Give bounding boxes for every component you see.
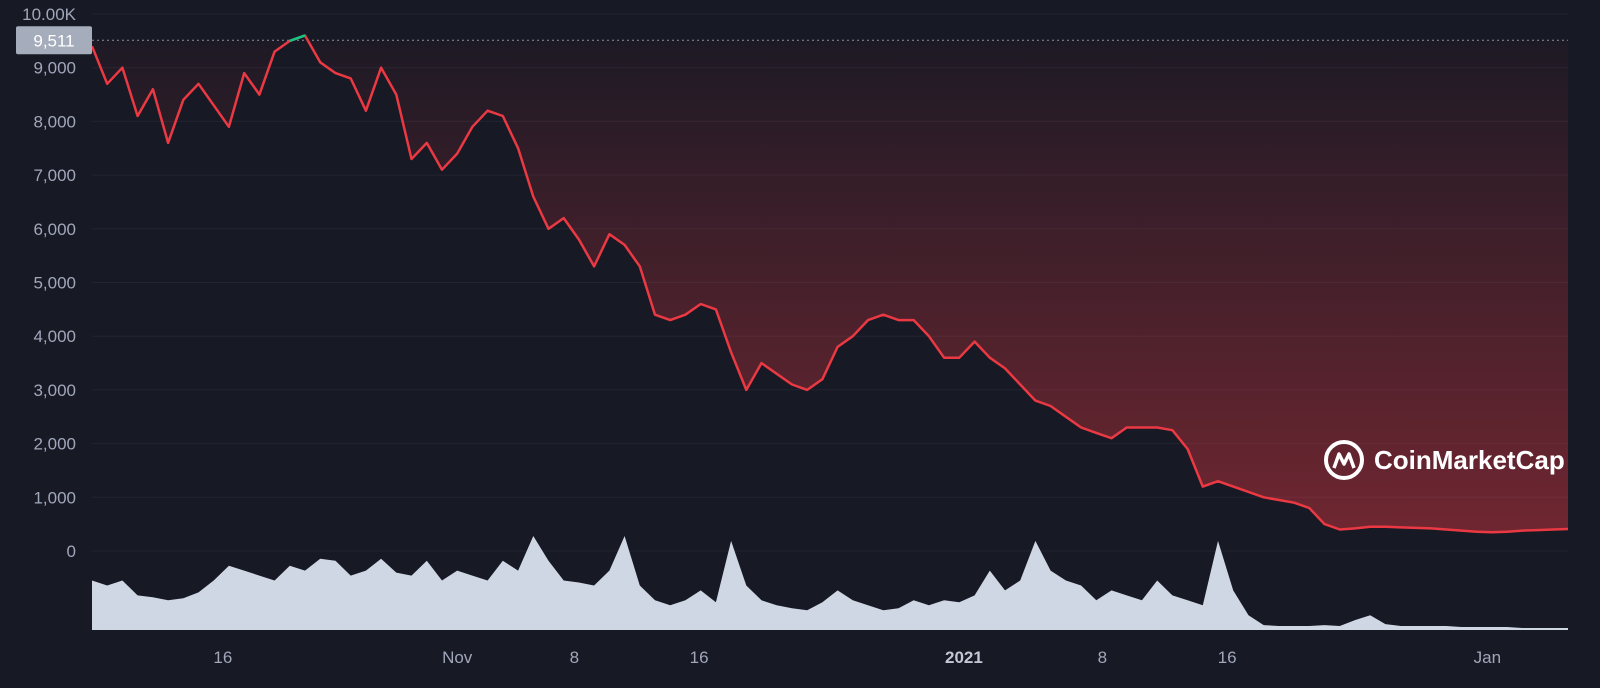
y-axis-ticks: 10.00K 9,000 8,000 7,000 6,000 5,000 4,000 3,00…	[22, 5, 77, 561]
x-tick-label: 16	[1218, 648, 1237, 667]
y-tick-label: 6,000	[33, 220, 76, 239]
price-area	[92, 40, 1568, 533]
x-axis-ticks: 16 Nov 8 16 2021 8 16 Jan	[213, 648, 1501, 667]
price-series-line	[90, 34, 1569, 534]
y-tick-label: 10.00K	[22, 5, 77, 24]
x-tick-label: Jan	[1474, 648, 1501, 667]
volume-area	[92, 536, 1568, 630]
price-area-fill	[92, 40, 1568, 533]
current-price-marker: 9,511	[16, 26, 92, 55]
x-tick-label: Nov	[442, 648, 473, 667]
current-price-label: 9,511	[33, 31, 74, 50]
y-tick-label: 7,000	[33, 166, 76, 185]
y-tick-label: 8,000	[33, 112, 76, 131]
price-line-series	[90, 34, 1569, 534]
y-tick-label: 9,000	[33, 59, 76, 78]
coinmarketcap-watermark: CoinMarketCap	[1324, 440, 1565, 480]
x-tick-label: 8	[570, 648, 579, 667]
price-segment-above	[289, 34, 306, 43]
y-tick-label: 5,000	[33, 274, 76, 293]
x-tick-label: 16	[690, 648, 709, 667]
y-tick-label: 4,000	[33, 327, 76, 346]
y-tick-label: 3,000	[33, 381, 76, 400]
watermark-text: CoinMarketCap	[1374, 445, 1565, 475]
x-tick-label: 2021	[945, 648, 983, 667]
y-tick-label: 1,000	[33, 488, 76, 507]
x-tick-label: 16	[213, 648, 232, 667]
coinmarketcap-logo-icon	[1324, 440, 1364, 480]
x-tick-label: 8	[1098, 648, 1107, 667]
volume-series	[92, 536, 1568, 630]
y-tick-label: 2,000	[33, 435, 76, 454]
y-tick-label: 0	[67, 542, 76, 561]
